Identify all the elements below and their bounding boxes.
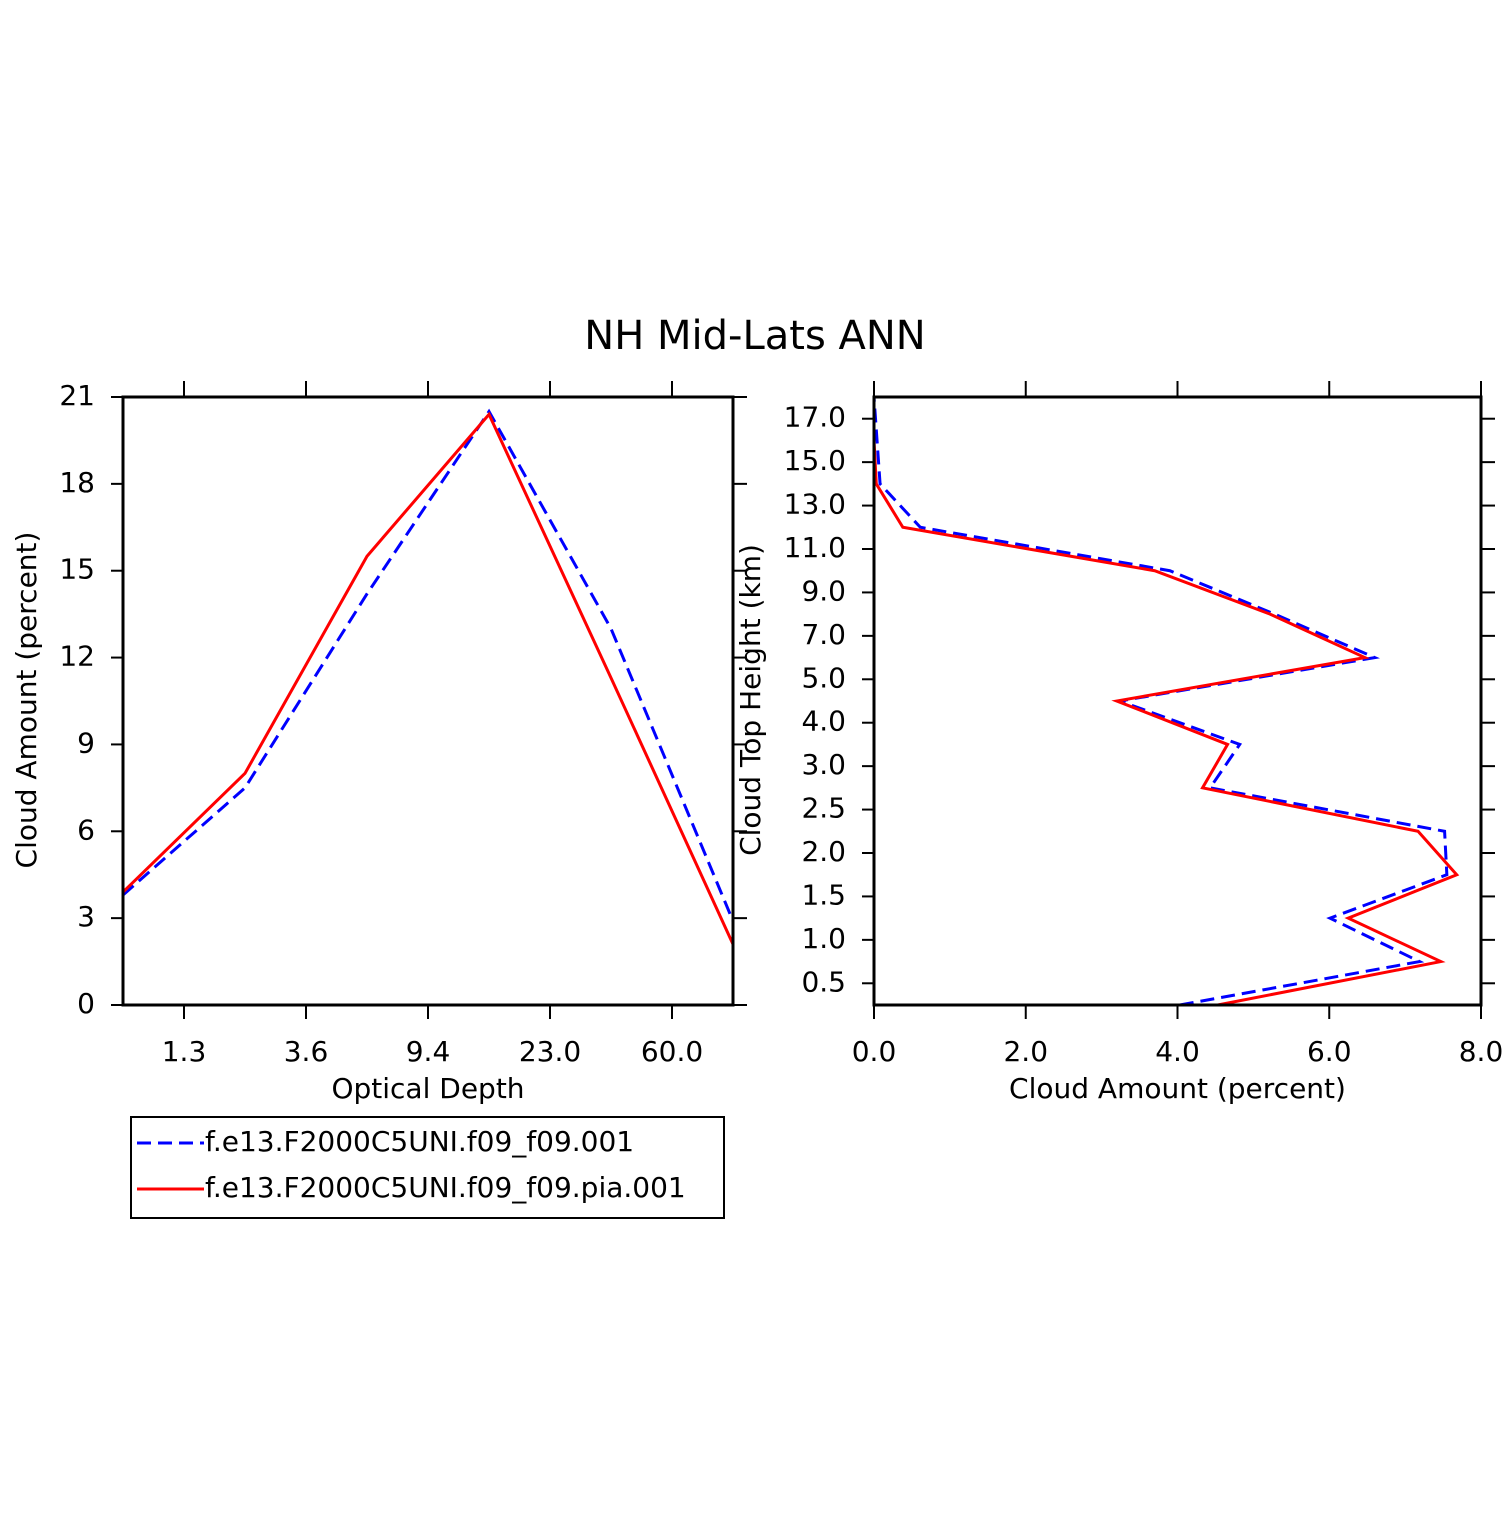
y-tick-label: 6 xyxy=(77,813,95,846)
y-tick-label: 12 xyxy=(59,640,95,673)
y-tick-label: 2.5 xyxy=(801,792,846,825)
x-tick-label: 9.4 xyxy=(406,1035,451,1068)
x-tick-label: 8.0 xyxy=(1459,1035,1504,1068)
y-tick-label: 3.0 xyxy=(801,748,846,781)
y-axis-label: Cloud Top Height (km) xyxy=(734,544,767,856)
legend-label: f.e13.F2000C5UNI.f09_f09.001 xyxy=(205,1125,634,1158)
x-axis-label: Optical Depth xyxy=(331,1072,524,1105)
y-tick-label: 0 xyxy=(77,987,95,1020)
y-tick-label: 2.0 xyxy=(801,835,846,868)
y-tick-label: 3 xyxy=(77,900,95,933)
y-tick-label: 11.0 xyxy=(784,531,846,564)
x-tick-label: 4.0 xyxy=(1155,1035,1200,1068)
y-tick-label: 9.0 xyxy=(801,574,846,607)
y-tick-label: 4.0 xyxy=(801,705,846,738)
y-tick-label: 5.0 xyxy=(801,661,846,694)
x-tick-label: 23.0 xyxy=(519,1035,581,1068)
series-line xyxy=(872,397,1460,1007)
y-tick-label: 18 xyxy=(59,466,95,499)
series-line xyxy=(122,408,735,922)
x-tick-label: 3.6 xyxy=(284,1035,329,1068)
y-tick-label: 0.5 xyxy=(801,965,846,998)
y-axis-label: Cloud Amount (percent) xyxy=(10,532,43,869)
plot-frame xyxy=(872,395,1483,1007)
legend-box xyxy=(130,1116,725,1219)
x-axis-label: Cloud Amount (percent) xyxy=(1009,1072,1346,1105)
y-tick-label: 9 xyxy=(77,726,95,759)
legend-label: f.e13.F2000C5UNI.f09_f09.pia.001 xyxy=(205,1171,686,1204)
series-line xyxy=(121,411,735,945)
figure-title: NH Mid-Lats ANN xyxy=(584,313,925,359)
plot-frame xyxy=(121,395,735,1007)
x-tick-label: 60.0 xyxy=(641,1035,703,1068)
x-tick-label: 1.3 xyxy=(162,1035,207,1068)
y-tick-label: 7.0 xyxy=(801,618,846,651)
x-tick-label: 6.0 xyxy=(1307,1035,1352,1068)
y-tick-label: 21 xyxy=(59,379,95,412)
y-tick-label: 17.0 xyxy=(784,401,846,434)
y-tick-label: 15 xyxy=(59,553,95,586)
y-tick-label: 1.0 xyxy=(801,922,846,955)
y-tick-label: 15.0 xyxy=(784,444,846,477)
y-tick-label: 13.0 xyxy=(784,488,846,521)
x-tick-label: 2.0 xyxy=(1003,1035,1048,1068)
y-tick-label: 1.5 xyxy=(801,878,846,911)
x-tick-label: 0.0 xyxy=(852,1035,897,1068)
